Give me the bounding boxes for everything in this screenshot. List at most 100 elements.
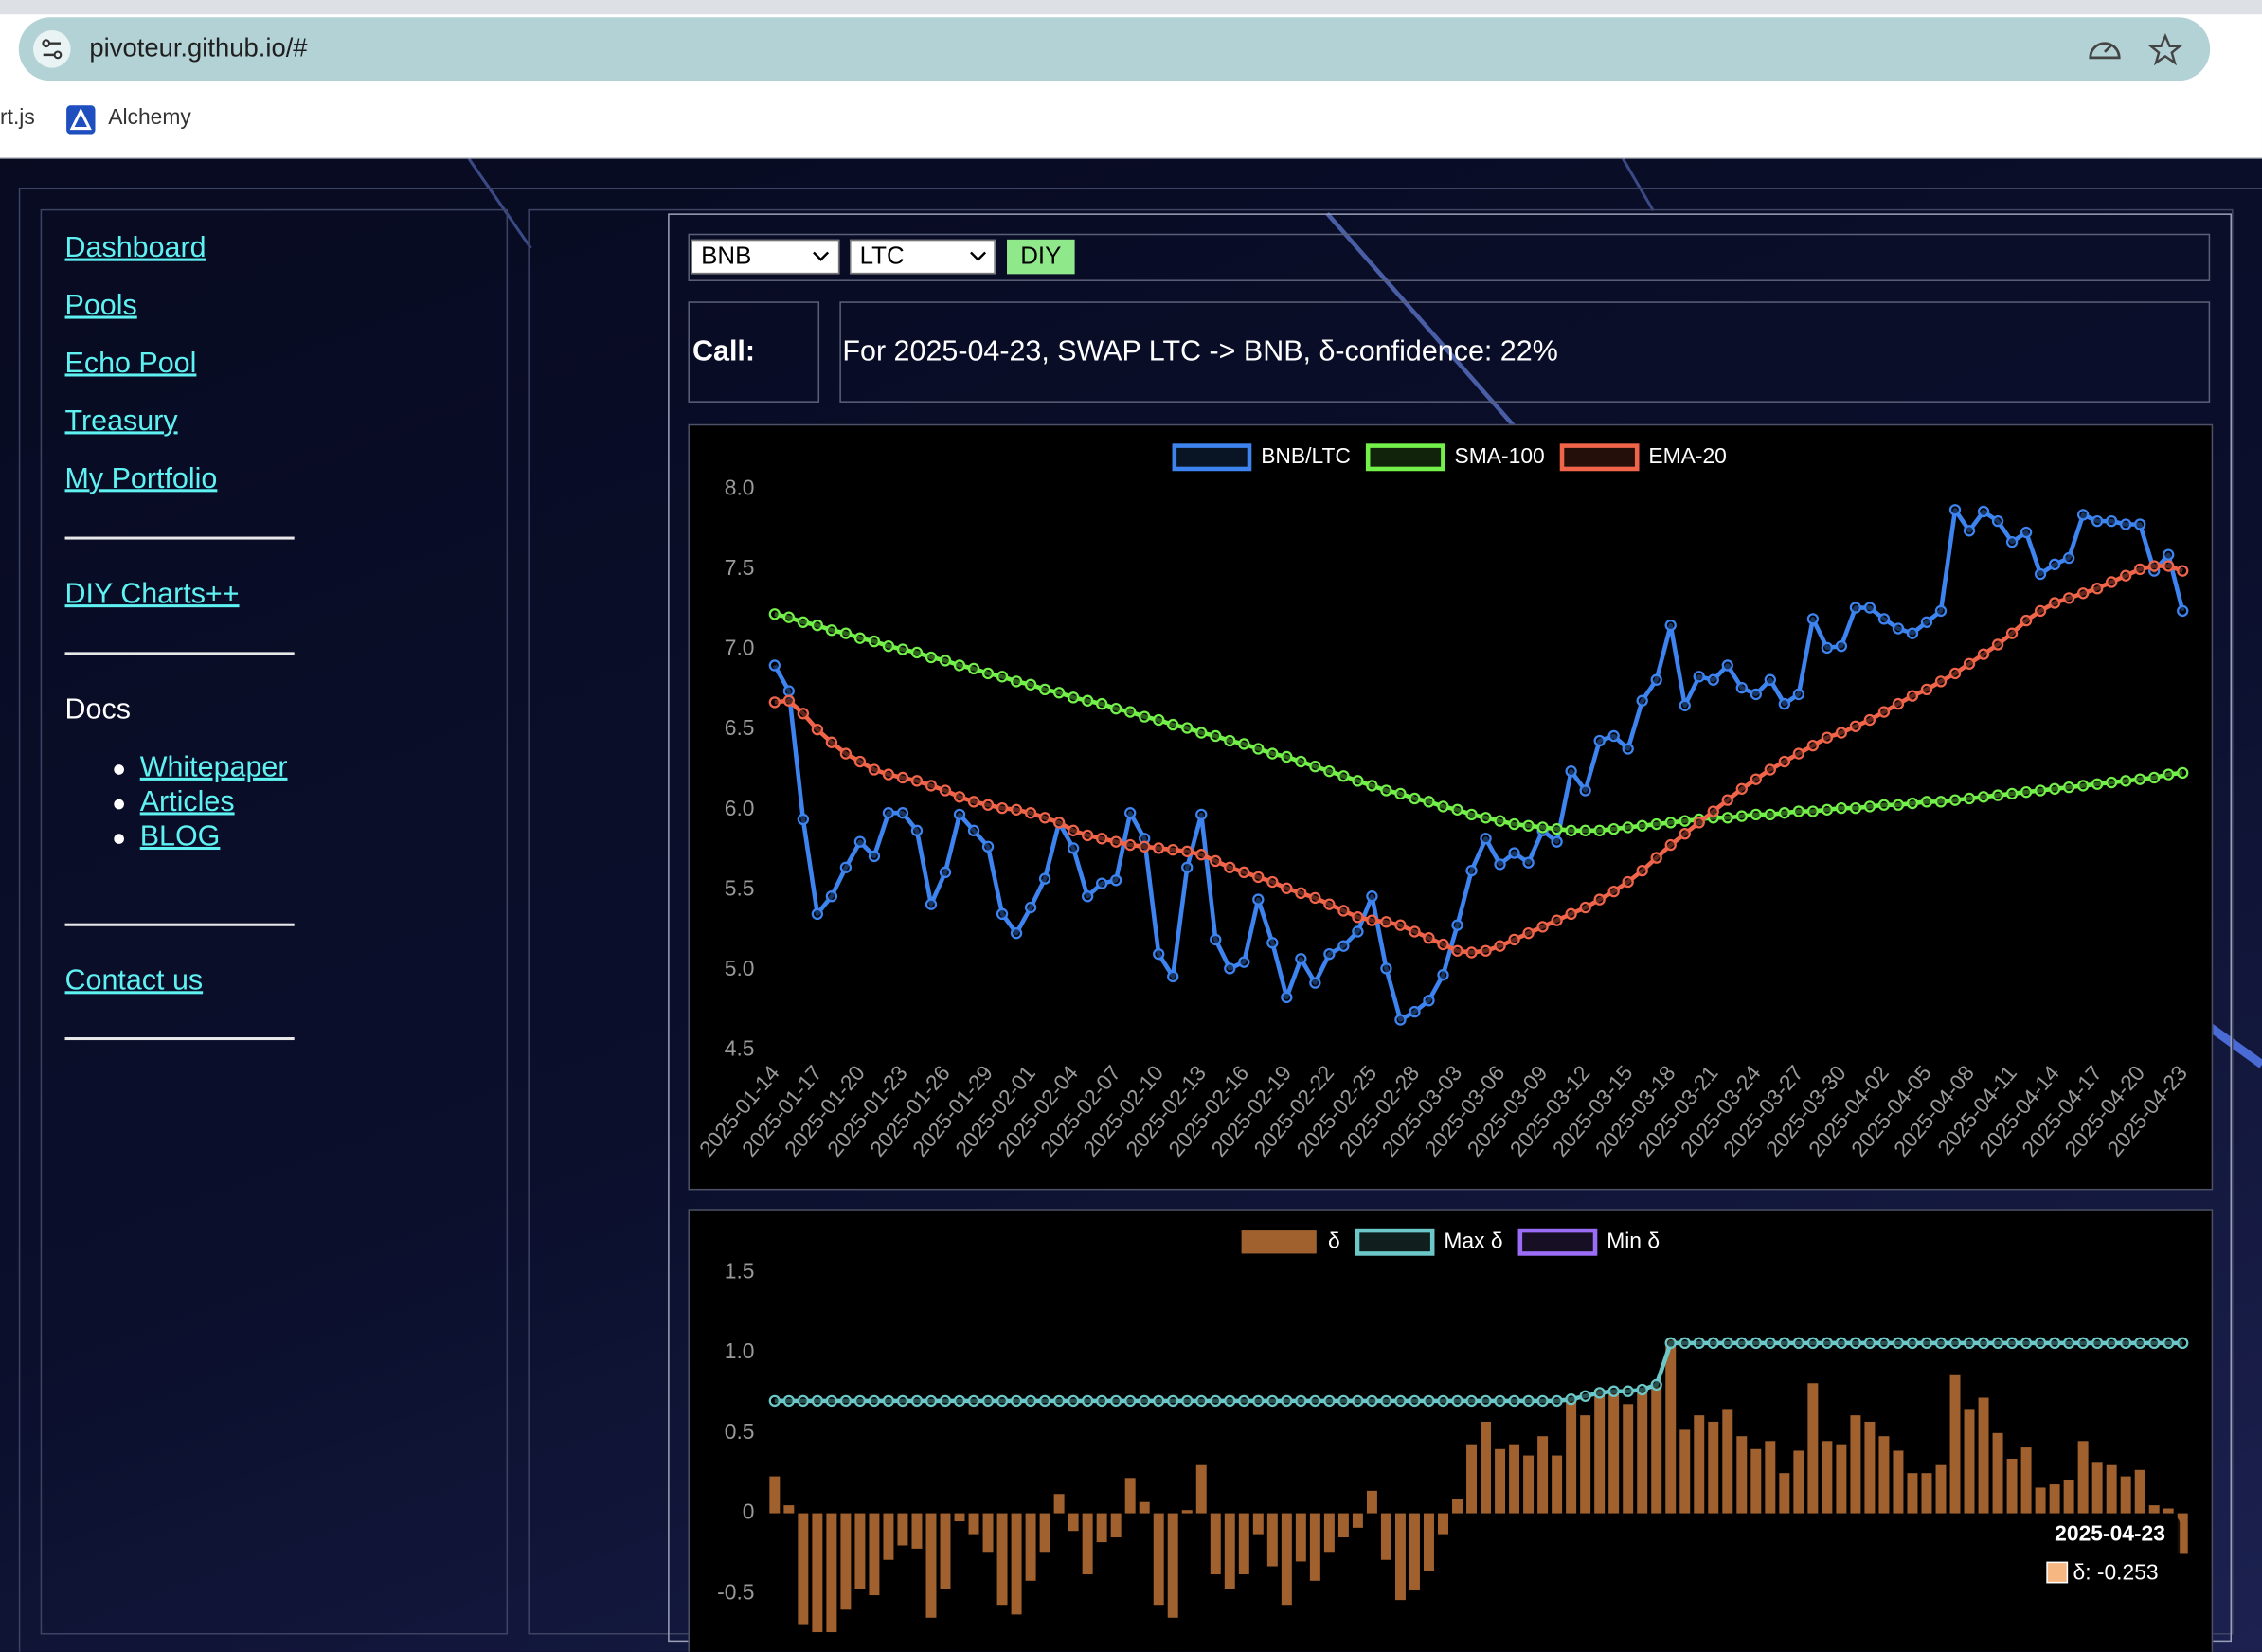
doc-link[interactable]: Whitepaper xyxy=(139,751,288,783)
bar xyxy=(1878,1436,1890,1514)
point xyxy=(1607,885,1620,898)
bar xyxy=(1495,1448,1506,1514)
tooltip-swatch xyxy=(2046,1561,2069,1584)
point xyxy=(1409,792,1421,805)
bar xyxy=(2006,1458,2018,1514)
point xyxy=(953,1394,966,1408)
legend-swatch xyxy=(1355,1228,1435,1256)
point xyxy=(1679,699,1691,711)
point xyxy=(1934,675,1948,688)
point xyxy=(996,1394,1009,1408)
point xyxy=(1081,890,1094,903)
point xyxy=(1423,1394,1435,1408)
bookmark[interactable]: Alchemy xyxy=(108,105,191,131)
point xyxy=(1963,792,1976,805)
point xyxy=(1024,901,1037,914)
bar xyxy=(1750,1448,1762,1514)
site-info-icon[interactable] xyxy=(32,28,73,69)
point xyxy=(1934,604,1948,618)
nav-link[interactable]: Pools xyxy=(64,290,137,322)
point xyxy=(1181,1394,1194,1408)
point xyxy=(981,1394,995,1408)
nav-link[interactable]: My Portfolio xyxy=(64,462,218,495)
y-tick-label: 0.5 xyxy=(725,1419,755,1444)
doc-link[interactable]: BLOG xyxy=(139,820,221,853)
point xyxy=(1920,1337,1933,1350)
point xyxy=(1522,1394,1535,1408)
bookmark[interactable]: rt.js xyxy=(0,105,35,131)
bar xyxy=(826,1513,837,1633)
point xyxy=(1081,1394,1094,1408)
bar xyxy=(2035,1487,2046,1514)
point xyxy=(1593,1387,1606,1399)
point xyxy=(1437,968,1449,981)
point xyxy=(1650,817,1662,831)
point xyxy=(1252,893,1265,906)
line xyxy=(774,564,2183,955)
point xyxy=(925,651,938,664)
nav-link[interactable]: DIY Charts++ xyxy=(64,578,240,611)
point xyxy=(811,907,824,921)
point xyxy=(868,850,881,863)
point xyxy=(1750,1337,1762,1350)
point xyxy=(1010,675,1023,688)
point xyxy=(2134,518,2146,530)
point xyxy=(1451,919,1463,931)
docs-heading: Docs xyxy=(64,693,131,727)
controls-row xyxy=(688,233,2211,281)
address-bar[interactable] xyxy=(18,17,2211,81)
point xyxy=(1394,919,1407,931)
point xyxy=(1124,838,1137,852)
bar xyxy=(1665,1339,1677,1514)
base-select[interactable]: BNB xyxy=(691,239,840,275)
nav-link[interactable]: Echo Pool xyxy=(64,348,197,380)
point xyxy=(1792,1337,1805,1350)
quote-select[interactable]: LTC xyxy=(850,239,996,275)
point xyxy=(1693,817,1705,829)
point xyxy=(1977,791,1990,803)
bar xyxy=(1068,1513,1079,1532)
point xyxy=(2048,597,2061,609)
point xyxy=(1764,1337,1776,1350)
point xyxy=(996,907,1009,921)
nav-link[interactable]: Dashboard xyxy=(64,232,206,264)
doc-link[interactable]: Articles xyxy=(139,786,235,818)
point xyxy=(1522,856,1535,869)
point xyxy=(953,808,966,821)
point xyxy=(1437,938,1449,951)
point xyxy=(2091,778,2104,790)
point xyxy=(1052,1394,1066,1408)
point xyxy=(2134,1337,2146,1350)
bar xyxy=(1195,1464,1207,1514)
point xyxy=(996,671,1009,683)
nav-link[interactable]: Treasury xyxy=(64,404,178,438)
point xyxy=(1877,613,1891,625)
bar xyxy=(1779,1473,1790,1514)
point xyxy=(1835,1337,1848,1350)
bar xyxy=(854,1513,866,1589)
call-label-cell xyxy=(688,301,820,403)
tooltip-box xyxy=(2035,1516,2181,1600)
point xyxy=(1906,627,1919,639)
bar xyxy=(1907,1473,1918,1514)
browser-chrome: pivoteur.github.io/# rt.js Alchemy xyxy=(0,0,2262,159)
point xyxy=(1366,780,1378,792)
bar xyxy=(1210,1513,1221,1575)
y-tick-label: 8.0 xyxy=(725,475,755,499)
toolbar-icons[interactable] xyxy=(2086,32,2187,70)
nav-link[interactable]: Contact us xyxy=(64,964,204,997)
point xyxy=(1224,861,1236,873)
point xyxy=(1323,947,1336,961)
point xyxy=(1622,821,1634,834)
point xyxy=(967,796,980,808)
point xyxy=(1849,602,1862,614)
point xyxy=(1309,760,1321,773)
point xyxy=(882,807,895,819)
point xyxy=(1778,807,1791,819)
point xyxy=(939,784,952,797)
bar xyxy=(968,1513,979,1535)
point xyxy=(1451,803,1463,816)
diy-button[interactable]: DIY xyxy=(1007,239,1075,275)
bar xyxy=(897,1513,908,1546)
y-tick-label: 7.5 xyxy=(725,555,755,580)
